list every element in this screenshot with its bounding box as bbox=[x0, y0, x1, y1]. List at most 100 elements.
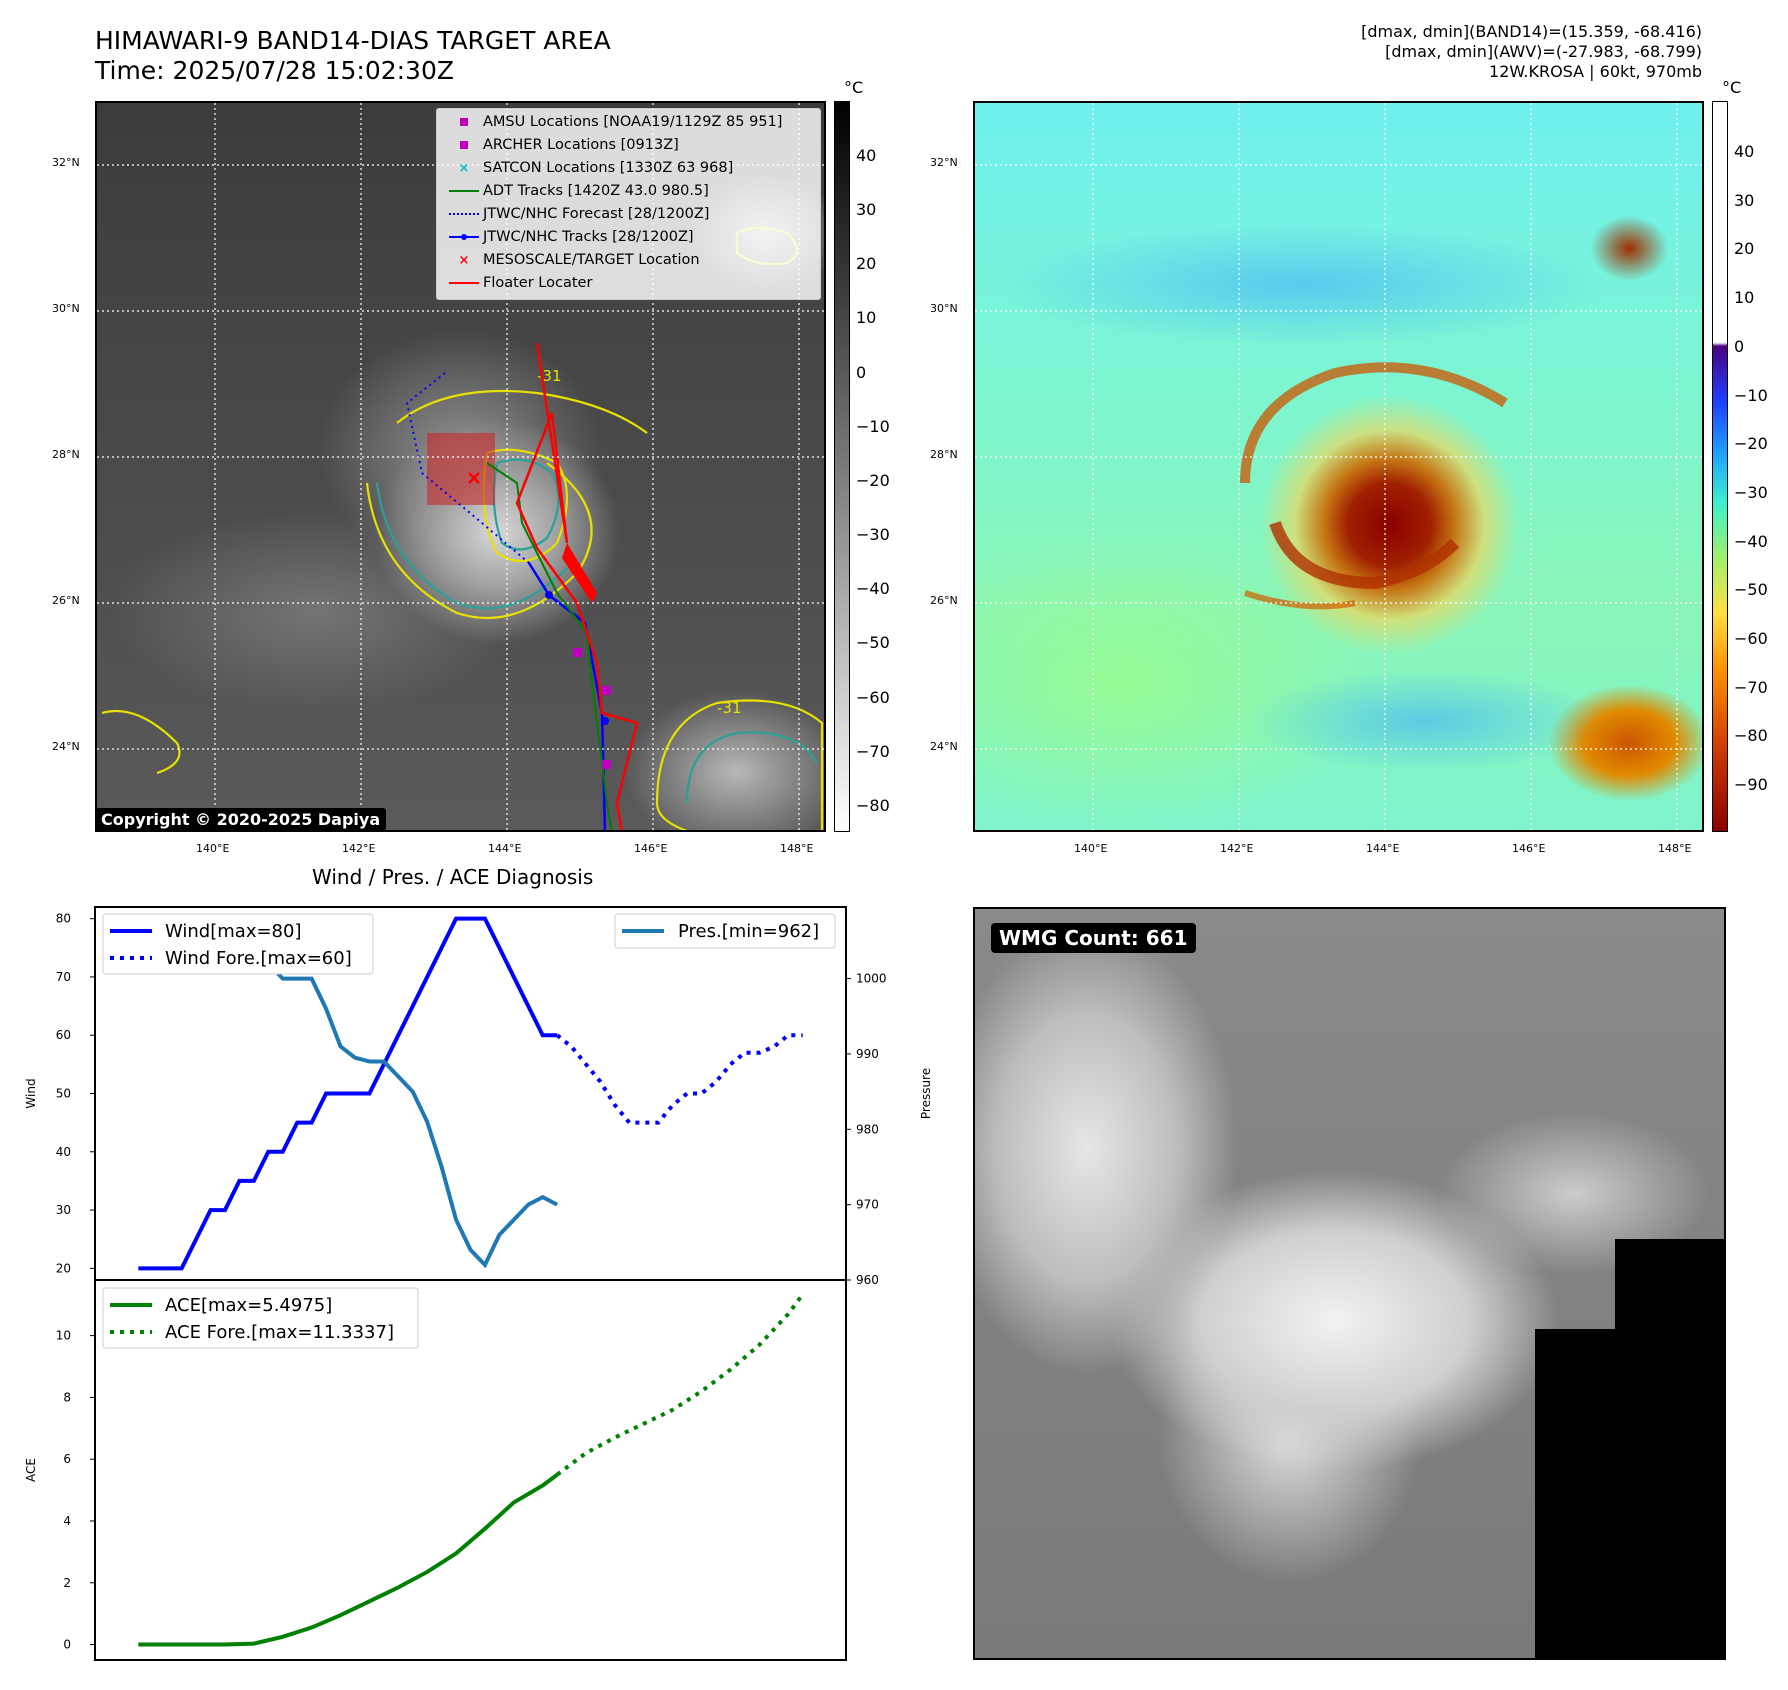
lon-label: 146°E bbox=[1512, 842, 1546, 855]
legend-label: Floater Locater bbox=[483, 275, 593, 291]
cbar-tick: 20 bbox=[856, 254, 877, 273]
y-tick-label: 30 bbox=[56, 1203, 71, 1217]
amsu-location bbox=[573, 648, 582, 657]
lat-label: 30°N bbox=[930, 302, 958, 315]
lat-label: 28°N bbox=[52, 448, 80, 461]
title-line-2: Time: 2025/07/28 15:02:30Z bbox=[95, 56, 454, 85]
wmg-dark-region bbox=[1615, 1239, 1724, 1339]
legend-label: Wind Fore.[max=60] bbox=[165, 948, 352, 969]
lat-label: 28°N bbox=[930, 448, 958, 461]
legend-label: Pres.[min=962] bbox=[678, 921, 819, 942]
cbar-tick: −70 bbox=[1734, 678, 1768, 697]
y-tick-label: 6 bbox=[63, 1452, 71, 1466]
cbar-tick: −30 bbox=[1734, 483, 1768, 502]
series-line-2 bbox=[138, 923, 559, 1269]
y-tick-label: 60 bbox=[56, 1028, 71, 1042]
lat-label: 32°N bbox=[930, 156, 958, 169]
legend-label: ACE[max=5.4975] bbox=[165, 1295, 332, 1316]
info-line-3: 12W.KROSA | 60kt, 970mb bbox=[1489, 62, 1702, 81]
cbar-tick: −60 bbox=[856, 688, 890, 707]
legend-label: ADT Tracks [1420Z 43.0 980.5] bbox=[483, 183, 709, 199]
y-right-tick-label: 970 bbox=[856, 1198, 879, 1212]
legend-label: MESOSCALE/TARGET Location bbox=[483, 252, 700, 268]
y-tick-label: 4 bbox=[63, 1514, 71, 1528]
legend-label: ACE Fore.[max=11.3337] bbox=[165, 1322, 394, 1343]
cbar-tick: −70 bbox=[856, 742, 890, 761]
y-right-tick-label: 990 bbox=[856, 1047, 879, 1061]
ace-series-line-1 bbox=[555, 1293, 805, 1477]
cbar-tick: −10 bbox=[856, 417, 890, 436]
legend-item-archer: ARCHER Locations [0913Z] bbox=[445, 134, 679, 156]
lat-label: 24°N bbox=[52, 740, 80, 753]
lon-label: 146°E bbox=[634, 842, 668, 855]
wmg-count-badge: WMG Count: 661 bbox=[991, 923, 1196, 953]
contour-teal-eyewall bbox=[375, 482, 568, 610]
cbar-tick: 0 bbox=[856, 363, 867, 382]
cbar-tick: 10 bbox=[1734, 288, 1755, 307]
series-line-0 bbox=[138, 916, 558, 1271]
contour-yellow-band bbox=[396, 389, 648, 434]
lat-label: 30°N bbox=[52, 302, 80, 315]
legend-label: AMSU Locations [NOAA19/1129Z 85 951] bbox=[483, 114, 783, 130]
info-line-1: [dmax, dmin](BAND14)=(15.359, -68.416) bbox=[1361, 22, 1702, 41]
awv-gridlines bbox=[975, 103, 1702, 830]
legend-item-mesoscale: × MESOSCALE/TARGET Location bbox=[445, 249, 700, 271]
archer-location bbox=[602, 686, 611, 695]
y-right-tick-label: 1000 bbox=[856, 972, 887, 986]
awv-band-north bbox=[1240, 362, 1508, 484]
lon-label: 148°E bbox=[1658, 842, 1692, 855]
cbar-tick: 30 bbox=[1734, 191, 1755, 210]
square-icon bbox=[460, 118, 468, 126]
awv-map-overlay bbox=[975, 103, 1702, 830]
floater-swath bbox=[562, 543, 597, 603]
ace-legend-box bbox=[102, 1287, 419, 1349]
x-icon: × bbox=[458, 160, 470, 176]
lon-label: 142°E bbox=[342, 842, 376, 855]
lat-label: 24°N bbox=[930, 740, 958, 753]
pressure-legend-box bbox=[614, 913, 836, 949]
cbar-tick: −10 bbox=[1734, 386, 1768, 405]
cbar-tick: −40 bbox=[1734, 532, 1768, 551]
awv-band-outer bbox=[1244, 590, 1356, 610]
cbar-tick: 40 bbox=[856, 146, 877, 165]
legend-label: JTWC/NHC Tracks [28/1200Z] bbox=[483, 229, 694, 245]
legend-item-amsu: AMSU Locations [NOAA19/1129Z 85 951] bbox=[445, 111, 782, 133]
contour-yellow-se bbox=[655, 699, 824, 830]
contour-yellow-eyewall bbox=[365, 462, 593, 620]
lon-label: 144°E bbox=[1366, 842, 1400, 855]
series-line-1 bbox=[555, 1033, 803, 1125]
legend-item-jtwc-forecast: JTWC/NHC Forecast [28/1200Z] bbox=[445, 203, 709, 225]
y-tick-label: 40 bbox=[56, 1145, 71, 1159]
line-dot-icon bbox=[449, 234, 479, 240]
lon-label: 140°E bbox=[196, 842, 230, 855]
ace-axes-frame bbox=[94, 1279, 847, 1661]
contour-yellow-sw bbox=[101, 709, 181, 775]
cbar-tick: −50 bbox=[856, 633, 890, 652]
cbar-tick: 20 bbox=[1734, 239, 1755, 258]
line-icon bbox=[449, 282, 479, 284]
cbar-tick: 40 bbox=[1734, 142, 1755, 161]
legend-item-jtwc-tracks: JTWC/NHC Tracks [28/1200Z] bbox=[445, 226, 694, 248]
awv-band-south bbox=[1269, 520, 1460, 590]
square-icon bbox=[460, 141, 468, 149]
y-tick-label: 20 bbox=[56, 1261, 71, 1275]
legend-label: JTWC/NHC Forecast [28/1200Z] bbox=[483, 206, 710, 222]
lat-label: 26°N bbox=[930, 594, 958, 607]
legend-label: Wind[max=80] bbox=[165, 921, 302, 942]
wmg-panel: WMG Count: 661 bbox=[973, 907, 1726, 1660]
figure-title: HIMAWARI-9 BAND14-DIAS TARGET AREA Time:… bbox=[95, 26, 611, 86]
cbar-tick: 0 bbox=[1734, 337, 1745, 356]
jtwc-track-point bbox=[545, 591, 553, 599]
cbar-tick: −30 bbox=[856, 525, 890, 544]
map-legend: AMSU Locations [NOAA19/1129Z 85 951] ARC… bbox=[436, 108, 821, 300]
cbar-tick: 30 bbox=[856, 200, 877, 219]
diagnosis-title: Wind / Pres. / ACE Diagnosis bbox=[312, 865, 594, 889]
contour-label-se: -31 bbox=[717, 699, 742, 717]
wmg-dark-region bbox=[1535, 1329, 1724, 1658]
wind-axes-frame bbox=[94, 906, 847, 1281]
pressure-axis-label: Pressure bbox=[919, 1068, 933, 1119]
wind-axis-label: Wind bbox=[24, 1078, 38, 1108]
contours bbox=[101, 226, 824, 830]
lon-label: 144°E bbox=[488, 842, 522, 855]
lon-label: 142°E bbox=[1220, 842, 1254, 855]
